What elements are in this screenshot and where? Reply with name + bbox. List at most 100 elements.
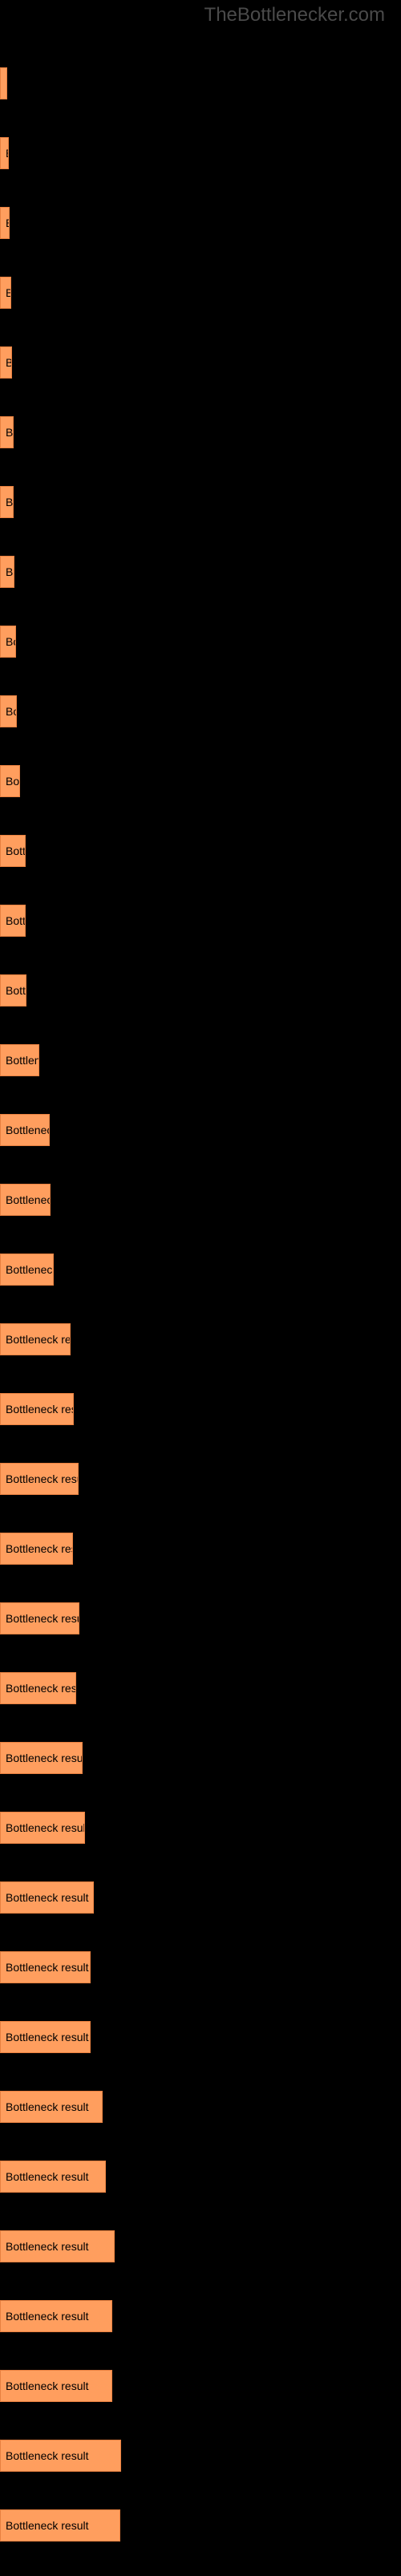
bar-row: Bottleneck result xyxy=(0,1862,401,1932)
bar-label: Bottleneck result xyxy=(6,426,14,439)
bar-row: Bottleneck result xyxy=(0,816,401,885)
bar: Bottleneck result xyxy=(0,1602,79,1634)
bar-row: Bottleneck result xyxy=(0,2002,401,2072)
bar: Bottleneck result xyxy=(0,1672,76,1704)
bar-label: Bottleneck result xyxy=(6,2380,89,2392)
bar-row: Bottleneck result xyxy=(0,48,401,118)
bar-label: Bottleneck result xyxy=(6,1961,89,1974)
bar-label: Bottleneck result xyxy=(6,1193,51,1206)
bar-row: Bottleneck result xyxy=(0,537,401,606)
bar: Bottleneck result xyxy=(0,67,7,99)
bar: Bottleneck result xyxy=(0,1044,39,1076)
bar-label: Bottleneck result xyxy=(6,1682,76,1695)
bar-chart: Bottleneck result Bottleneck result Bottle… xyxy=(0,0,401,2576)
bar-label: Bottleneck result xyxy=(6,1821,85,1834)
bar-row: Bottleneck result xyxy=(0,955,401,1025)
bar: Bottleneck result xyxy=(0,137,9,169)
bar: Bottleneck result xyxy=(0,556,14,588)
bar: Bottleneck result xyxy=(0,2509,120,2542)
bar: Bottleneck result xyxy=(0,765,20,797)
bar: Bottleneck result xyxy=(0,835,26,867)
bar: Bottleneck result xyxy=(0,905,26,937)
bar: Bottleneck result xyxy=(0,1951,91,1983)
bar-row: Bottleneck result xyxy=(0,1444,401,1513)
bar: Bottleneck result xyxy=(0,1254,54,1286)
bar-row: Bottleneck result xyxy=(0,2420,401,2490)
bar-row: Bottleneck result xyxy=(0,606,401,676)
bar-label: Bottleneck result xyxy=(6,705,17,718)
bar-label: Bottleneck result xyxy=(6,1891,89,1904)
bar-row: Bottleneck result xyxy=(0,2351,401,2420)
bar-label: Bottleneck result xyxy=(6,565,14,578)
bar-label: Bottleneck result xyxy=(6,635,16,648)
bar-label: Bottleneck result xyxy=(6,2170,89,2183)
bar: Bottleneck result xyxy=(0,2370,112,2402)
bar: Bottleneck result xyxy=(0,1184,51,1216)
bar-row: Bottleneck result xyxy=(0,257,401,327)
bar-label: Bottleneck result xyxy=(6,984,26,997)
bar: Bottleneck result xyxy=(0,974,26,1007)
bar-label: Bottleneck result xyxy=(6,1472,79,1485)
bar-row: Bottleneck result xyxy=(0,2211,401,2281)
bar: Bottleneck result xyxy=(0,1533,73,1565)
bar-label: Bottleneck result xyxy=(6,356,12,369)
bar-label: Bottleneck result xyxy=(6,914,26,927)
bar-label: Bottleneck result xyxy=(6,217,10,229)
bar: Bottleneck result xyxy=(0,486,14,518)
bar-label: Bottleneck result xyxy=(6,775,20,788)
bar-row: Bottleneck result xyxy=(0,1513,401,1583)
bar-row: Bottleneck result xyxy=(0,2281,401,2351)
bar: Bottleneck result xyxy=(0,207,10,239)
bar-row: Bottleneck result xyxy=(0,885,401,955)
bar: Bottleneck result xyxy=(0,1114,50,1146)
bar: Bottleneck result xyxy=(0,2161,106,2193)
bar: Bottleneck result xyxy=(0,416,14,448)
bar-label: Bottleneck result xyxy=(6,2240,89,2253)
bar: Bottleneck result xyxy=(0,2091,103,2123)
bar-row: Bottleneck result xyxy=(0,1374,401,1444)
bar: Bottleneck result xyxy=(0,2440,121,2472)
bar: Bottleneck result xyxy=(0,2230,115,2262)
bar: Bottleneck result xyxy=(0,1812,85,1844)
bar-row: Bottleneck result xyxy=(0,746,401,816)
bar-label: Bottleneck result xyxy=(6,844,26,857)
bar-row: Bottleneck result xyxy=(0,327,401,397)
bar-row: Bottleneck result xyxy=(0,1095,401,1164)
bar-label: Bottleneck result xyxy=(6,1403,74,1416)
bar-row: Bottleneck result xyxy=(0,1234,401,1304)
bar-row: Bottleneck result xyxy=(0,1164,401,1234)
bar-label: Bottleneck result xyxy=(6,2310,89,2323)
bar-row: Bottleneck result xyxy=(0,1653,401,1723)
bar: Bottleneck result xyxy=(0,277,11,309)
bar-label: Bottleneck result xyxy=(6,2100,89,2113)
bar: Bottleneck result xyxy=(0,626,16,658)
bar: Bottleneck result xyxy=(0,1393,74,1425)
bar-label: Bottleneck result xyxy=(6,77,7,90)
bar-row: Bottleneck result xyxy=(0,1304,401,1374)
bar-label: Bottleneck result xyxy=(6,286,11,299)
bar-row: Bottleneck result xyxy=(0,2490,401,2560)
bar: Bottleneck result xyxy=(0,1463,79,1495)
bar-row: Bottleneck result xyxy=(0,1932,401,2002)
bar: Bottleneck result xyxy=(0,1742,83,1774)
bar-label: Bottleneck result xyxy=(6,1263,54,1276)
bar-row: Bottleneck result xyxy=(0,676,401,746)
watermark-text: TheBottlenecker.com xyxy=(205,4,385,26)
bar-row: Bottleneck result xyxy=(0,467,401,537)
bar-row: Bottleneck result xyxy=(0,397,401,467)
bar-row: Bottleneck result xyxy=(0,1723,401,1792)
bar-label: Bottleneck result xyxy=(6,2449,89,2462)
bar: Bottleneck result xyxy=(0,1323,71,1355)
bar: Bottleneck result xyxy=(0,1881,94,1914)
bar-label: Bottleneck result xyxy=(6,1124,50,1136)
bar-label: Bottleneck result xyxy=(6,2519,89,2532)
bar: Bottleneck result xyxy=(0,695,17,727)
bar: Bottleneck result xyxy=(0,346,12,379)
bar-label: Bottleneck result xyxy=(6,496,14,508)
bar-label: Bottleneck result xyxy=(6,2031,89,2043)
bar-label: Bottleneck result xyxy=(6,1752,83,1764)
bar-label: Bottleneck result xyxy=(6,1333,71,1346)
bar-row: Bottleneck result xyxy=(0,1025,401,1095)
bar-row: Bottleneck result xyxy=(0,1583,401,1653)
bar: Bottleneck result xyxy=(0,2300,112,2332)
